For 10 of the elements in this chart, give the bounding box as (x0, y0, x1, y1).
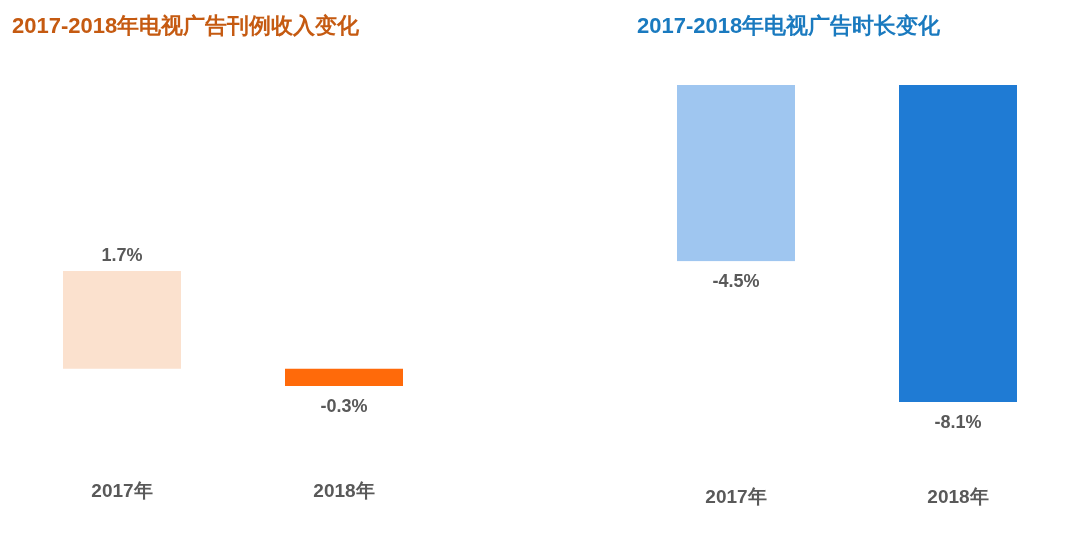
x-tick-label: 2018年 (313, 480, 375, 501)
data-label: 1.7% (101, 245, 143, 265)
chart-title: 2017-2018年电视广告刊例收入变化 (12, 13, 361, 38)
x-tick-label: 2017年 (91, 480, 153, 501)
x-tick-label: 2017年 (705, 486, 767, 507)
data-label: -8.1% (934, 412, 982, 432)
data-label: -4.5% (712, 271, 760, 292)
data-label: -0.3% (320, 396, 368, 416)
x-tick-label: 2018年 (927, 486, 989, 507)
chart-title: 2017-2018年电视广告时长变化 (637, 13, 942, 38)
